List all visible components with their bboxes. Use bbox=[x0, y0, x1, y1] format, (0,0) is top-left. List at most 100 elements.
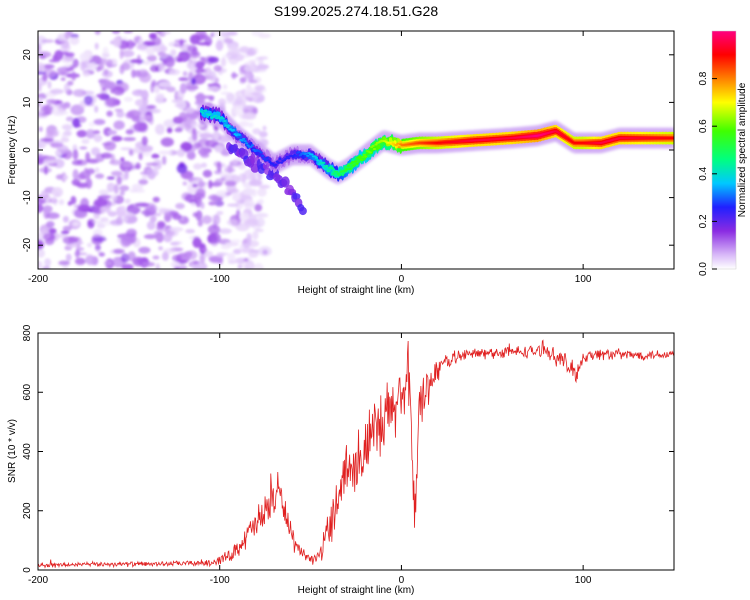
speckle-blob bbox=[215, 190, 230, 198]
speckle-blob bbox=[55, 174, 65, 180]
speckle-blob bbox=[174, 103, 186, 108]
speckle-blob bbox=[60, 55, 74, 63]
speckle-blob bbox=[101, 87, 106, 92]
speckle-blob bbox=[252, 230, 259, 240]
speckle-blob bbox=[166, 86, 176, 93]
speckle-blob bbox=[58, 260, 71, 266]
speckle-blob bbox=[146, 168, 159, 177]
speckle-blob bbox=[38, 157, 44, 165]
x-tick-label: -100 bbox=[210, 575, 230, 586]
speckle-blob bbox=[152, 36, 162, 46]
y-tick-label: -20 bbox=[22, 238, 33, 253]
speckle-blob bbox=[83, 95, 93, 106]
ridge-blob bbox=[250, 144, 254, 147]
speckle-blob bbox=[62, 215, 69, 223]
speckle-blob bbox=[128, 149, 134, 156]
speckle-blob bbox=[77, 174, 86, 180]
speckle-blob bbox=[237, 264, 243, 269]
speckle-blob bbox=[77, 204, 91, 212]
speckle-blob bbox=[251, 92, 260, 96]
speckle-blob bbox=[158, 150, 173, 155]
ridge-blob bbox=[343, 169, 348, 172]
ridge-blob bbox=[394, 144, 398, 146]
speckle-blob bbox=[163, 31, 171, 35]
ridge-blob bbox=[266, 159, 270, 162]
speckle-blob bbox=[207, 224, 221, 235]
ridge-blob bbox=[397, 146, 401, 149]
speckle-blob bbox=[43, 165, 49, 175]
speckle-blob bbox=[214, 145, 224, 153]
ridge-blob bbox=[371, 144, 375, 147]
speckle-blob bbox=[220, 57, 227, 67]
ridge-blob bbox=[361, 156, 365, 158]
speckle-blob bbox=[195, 196, 203, 208]
speckle-blob bbox=[169, 227, 184, 232]
ridge-blob bbox=[261, 154, 265, 157]
ridge-blob bbox=[227, 124, 231, 127]
speckle-blob bbox=[212, 130, 220, 141]
speckle-blob bbox=[221, 32, 231, 38]
speckle-blob bbox=[65, 253, 72, 262]
speckle-blob bbox=[203, 250, 214, 258]
speckle-blob bbox=[149, 32, 157, 39]
ridge-blob bbox=[354, 160, 358, 163]
speckle-blob bbox=[164, 56, 175, 68]
speckle-blob bbox=[146, 54, 157, 62]
speckle-blob bbox=[258, 33, 271, 39]
speckle-blob bbox=[247, 122, 254, 128]
speckle-blob bbox=[94, 243, 101, 252]
x-tick-label: -100 bbox=[210, 274, 230, 285]
speckle-blob bbox=[188, 50, 201, 59]
ridge-blob bbox=[364, 155, 368, 158]
speckle-blob bbox=[170, 261, 181, 268]
speckle-blob bbox=[214, 200, 224, 207]
colorbar: 0.0 0.2 0.4 0.6 0.8 Normalized spectral ampl… bbox=[698, 30, 748, 276]
speckle-blob bbox=[98, 92, 108, 101]
y-tick-label: 200 bbox=[22, 502, 33, 519]
speckle-blob bbox=[227, 164, 233, 174]
snr-ylabel: SNR (10 * v/v) bbox=[7, 419, 18, 483]
speckle-blob bbox=[38, 260, 43, 269]
speckle-blob bbox=[155, 263, 160, 269]
speckle-blob bbox=[81, 138, 90, 144]
speckle-blob bbox=[233, 248, 242, 255]
speckle-blob bbox=[54, 151, 62, 158]
speckle-blob bbox=[111, 31, 121, 34]
speckle-blob bbox=[95, 173, 105, 179]
speckle-blob bbox=[223, 37, 234, 44]
speckle-blob bbox=[86, 242, 93, 248]
speckle-blob bbox=[141, 175, 148, 179]
speckle-blob bbox=[43, 206, 51, 213]
speckle-blob bbox=[254, 203, 263, 212]
speckle-blob bbox=[210, 232, 221, 244]
speckle-blob bbox=[153, 230, 161, 237]
speckle-blob bbox=[197, 180, 205, 188]
speckle-blob bbox=[113, 36, 122, 48]
colorbar-tick-label: 0.2 bbox=[698, 214, 709, 228]
speckle-blob bbox=[199, 132, 213, 139]
ridge-blob bbox=[274, 163, 278, 166]
x-tick-label: 0 bbox=[399, 274, 405, 285]
track-blob bbox=[250, 153, 256, 165]
speckle-blob bbox=[115, 216, 123, 225]
speckle-blob bbox=[250, 79, 258, 84]
ridge-blob bbox=[335, 170, 339, 173]
speckle-blob bbox=[219, 171, 233, 178]
ridge-blob bbox=[306, 154, 310, 157]
speckle-blob bbox=[186, 151, 196, 160]
ridge-blob bbox=[259, 151, 263, 154]
speckle-blob bbox=[56, 110, 69, 116]
speckle-blob bbox=[121, 173, 126, 181]
speckle-blob bbox=[98, 189, 109, 195]
speckle-blob bbox=[113, 183, 119, 195]
speckle-blob bbox=[252, 128, 261, 135]
speckle-blob bbox=[121, 263, 134, 269]
speckle-blob bbox=[216, 211, 224, 215]
speckle-blob bbox=[71, 179, 81, 186]
ridge-blob bbox=[396, 142, 400, 145]
speckle-blob bbox=[141, 210, 152, 215]
speckle-blob bbox=[134, 70, 141, 78]
ridge-blob bbox=[358, 157, 362, 160]
speckle-blob bbox=[126, 228, 137, 238]
